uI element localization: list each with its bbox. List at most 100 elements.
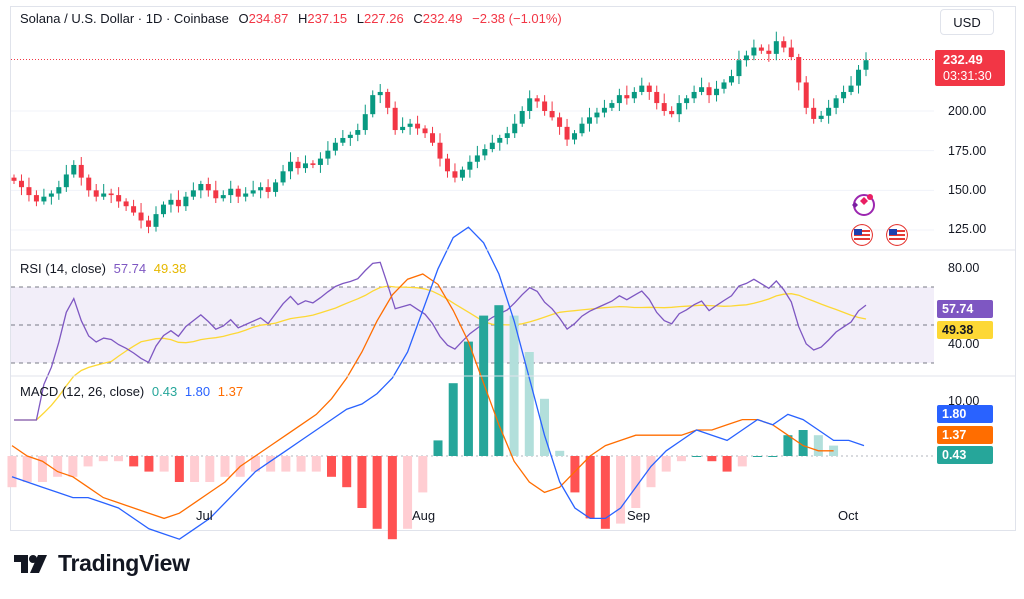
macd-histogram-bar [266,456,276,472]
candle-body [841,91,847,99]
macd-histogram-bar [22,456,32,482]
macd-histogram-bar [174,456,184,482]
close-value: 232.49 [422,11,463,26]
candle-body [430,133,436,143]
price-axis-label: 150.00 [948,183,987,197]
chart-frame [10,6,1016,531]
candle-body [826,107,832,116]
candle-body [728,76,734,83]
candle-body [332,142,338,151]
candle-body [452,171,458,178]
candle-body [616,95,622,104]
candle-body [572,133,578,140]
candle-body [482,149,488,156]
candle-body [803,82,809,108]
candle-body [310,163,316,165]
candle-body [751,47,757,56]
candle-body [273,182,279,192]
us-flag-icon[interactable] [886,224,908,246]
macd-histogram-bar [585,456,595,519]
rsi-legend[interactable]: RSI (14, close) 57.74 49.38 [20,261,186,276]
candle-body [669,111,675,115]
candle-body [743,55,749,61]
macd-histogram-bar [433,440,443,456]
rsi-axis-label: 80.00 [948,261,980,275]
macd-line-value: 1.80 [184,384,211,399]
candle-body [116,195,122,202]
macd-histogram-bar [83,456,93,467]
candle-body [691,91,697,99]
macd-signal-value: 1.37 [217,384,244,399]
candle-body [489,142,495,150]
macd-legend[interactable]: MACD (12, 26, close) 0.43 1.80 1.37 [20,384,243,399]
candle-body [646,85,652,92]
candle-body [168,199,174,205]
macd-histogram-bar [813,435,823,456]
macd-histogram-bar [509,315,519,456]
macd-histogram-bar [524,352,534,456]
candle-body [594,112,600,118]
candle-body [609,103,615,108]
rsi-value-tag: 57.74 [937,300,993,318]
currency-button[interactable]: USD [940,9,994,35]
candle-body [758,47,764,51]
macd-histogram-bar [37,456,47,482]
candle-body [848,85,854,92]
time-axis-label: Jul [196,508,213,523]
candle-body [190,190,196,197]
macd-histogram-bar [98,456,108,462]
high-value: 237.15 [307,11,348,26]
macd-histogram-bar [737,456,747,467]
macd-histogram-bar [448,383,458,456]
candle-body [863,60,869,70]
candle-body [86,177,92,191]
tradingview-logo[interactable]: TradingView [14,550,190,577]
candle-body [243,193,249,197]
symbol-header: Solana / U.S. Dollar · 1D · Coinbase O23… [20,11,562,26]
candle-body [175,199,181,207]
candle-body [654,91,660,104]
symbol-name[interactable]: Solana / U.S. Dollar · 1D · Coinbase [20,11,229,26]
sparkle-icon[interactable] [846,193,876,219]
macd-histogram-bar [661,456,671,472]
macd-histogram-bar [68,456,78,477]
candle-body [258,187,264,191]
candle-body [661,103,667,111]
candle-body [444,158,450,172]
rsi-ma-value: 49.38 [153,261,187,276]
candle-body [362,114,368,131]
candle-body [385,91,391,108]
candle-body [198,183,204,191]
last-price: 232.49 [943,52,983,67]
candle-body [205,183,211,191]
us-flag-icon[interactable] [851,224,873,246]
macd-histogram-bar [631,456,641,508]
candle-body [302,163,308,169]
change-value: −2.38 (−1.01%) [472,11,562,26]
candle-body [138,212,144,221]
candle-body [586,117,592,124]
macd-axis-label: 10.00 [948,394,980,408]
macd-histogram-bar [311,456,321,472]
candle-body [459,169,465,178]
macd-histogram-bar [479,315,489,456]
macd-histogram-bar [372,456,382,529]
candle-body [564,126,570,140]
macd-histogram-bar [707,456,717,462]
candle-body [624,95,630,99]
macd-histogram-bar [753,456,762,457]
macd-histogram-bar [692,456,702,457]
candle-body [93,190,99,197]
macd-histogram-bar [646,456,656,488]
macd-histogram-bar [220,456,230,477]
candle-body [684,98,690,104]
macd-histogram-bar [296,456,306,472]
candle-body [108,193,114,196]
macd-line [11,226,865,540]
candle-body [706,87,712,96]
candle-body [631,91,637,99]
candle-body [33,195,39,202]
candle-body [78,164,84,178]
macd-hist-value: 0.43 [151,384,178,399]
